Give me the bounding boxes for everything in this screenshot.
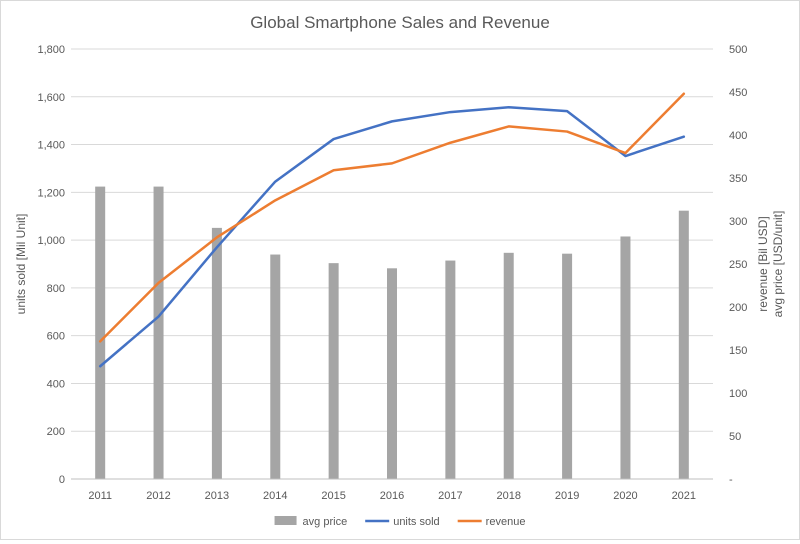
- right-tick-label: 400: [729, 130, 747, 142]
- left-axis-label: units sold [Mil Unit]: [14, 214, 28, 315]
- legend-label: units sold: [393, 516, 439, 528]
- left-tick-label: 800: [47, 283, 65, 295]
- right-tick-label: 300: [729, 216, 747, 228]
- left-tick-label: 1,400: [37, 140, 65, 152]
- legend-swatch: [274, 516, 297, 525]
- bar: [211, 227, 222, 479]
- right-axis-label-revenue: revenue [Bil USD]: [756, 216, 770, 311]
- right-tick-label: 100: [729, 388, 747, 400]
- bar: [95, 186, 106, 479]
- x-tick-label: 2012: [146, 490, 170, 502]
- x-tick-label: 2018: [496, 490, 520, 502]
- left-tick-label: 1,800: [37, 44, 65, 56]
- right-tick-label: 200: [729, 302, 747, 314]
- bar: [678, 210, 689, 479]
- bar: [445, 260, 456, 479]
- left-tick-label: 1,000: [37, 235, 65, 247]
- left-tick-label: 400: [47, 378, 65, 390]
- x-tick-label: 2016: [380, 490, 404, 502]
- x-tick-label: 2017: [438, 490, 462, 502]
- line-series: [98, 92, 686, 368]
- series-line-units-sold: [98, 106, 686, 368]
- x-tick-label: 2021: [672, 490, 696, 502]
- right-tick-label: 150: [729, 345, 747, 357]
- bar: [620, 236, 631, 479]
- x-tick-label: 2020: [613, 490, 637, 502]
- x-tick-label: 2019: [555, 490, 579, 502]
- legend: avg price units sold revenue: [274, 516, 526, 528]
- x-tick-label: 2013: [205, 490, 229, 502]
- right-tick-label: 500: [729, 44, 747, 56]
- left-tick-label: 1,200: [37, 187, 65, 199]
- left-axis: 0 200 400 600 800 1,000 1,200 1,400 1,600 1,800: [37, 44, 65, 486]
- x-axis: 2011 2012 2013 2014 2015 2016 2017 2018 2019 2020…: [71, 478, 713, 502]
- right-tick-label: 450: [729, 87, 747, 99]
- x-tick-label: 2014: [263, 490, 287, 502]
- legend-label: revenue: [486, 516, 526, 528]
- x-tick-label: 2011: [88, 490, 112, 502]
- left-tick-label: 200: [47, 426, 65, 438]
- right-tick-label: 50: [729, 431, 741, 443]
- legend-item: avg price: [274, 516, 348, 528]
- right-axis: - 50 100 150 200 250 300 350 400 450 500: [729, 44, 747, 486]
- legend-item: revenue: [457, 516, 526, 528]
- legend-item: units sold: [365, 516, 440, 528]
- bar-series: [95, 186, 689, 479]
- bar: [270, 254, 281, 479]
- bar: [328, 263, 339, 479]
- bar: [387, 268, 397, 479]
- left-tick-label: 1,600: [37, 92, 65, 104]
- bar: [562, 253, 573, 479]
- series-line-revenue: [98, 92, 686, 343]
- legend-label: avg price: [303, 516, 348, 528]
- left-tick-label: 600: [47, 331, 65, 343]
- bar: [503, 252, 514, 479]
- right-axis-label-avg-price: avg price [USD/unit]: [771, 211, 785, 318]
- right-tick-label: 350: [729, 173, 747, 185]
- right-tick-label: -: [729, 474, 733, 486]
- right-tick-label: 250: [729, 259, 747, 271]
- bar: [153, 186, 164, 479]
- chart-title: Global Smartphone Sales and Revenue: [250, 13, 550, 32]
- left-tick-label: 0: [59, 474, 65, 486]
- x-tick-label: 2015: [321, 490, 345, 502]
